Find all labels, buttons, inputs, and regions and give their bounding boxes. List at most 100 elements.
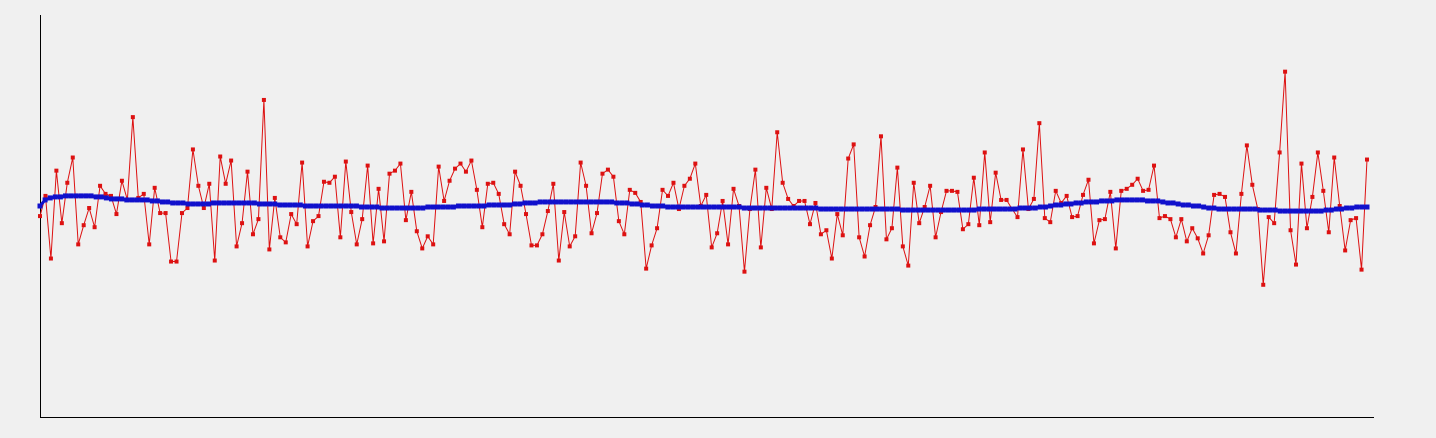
- data-point: [201, 206, 206, 211]
- data-point: [442, 198, 447, 203]
- data-point: [619, 200, 625, 206]
- data-point: [245, 169, 250, 174]
- data-point: [103, 195, 109, 201]
- data-point: [359, 204, 365, 210]
- data-point: [134, 197, 140, 203]
- data-point: [98, 194, 104, 200]
- data-point: [1099, 198, 1105, 204]
- data-point: [961, 207, 967, 213]
- data-point: [945, 207, 951, 213]
- data-point: [261, 97, 266, 102]
- data-point: [394, 205, 400, 211]
- data-point: [196, 183, 201, 188]
- data-point: [792, 205, 798, 211]
- data-point: [305, 244, 310, 249]
- data-point: [1037, 121, 1042, 126]
- data-point: [1139, 197, 1145, 203]
- data-point: [365, 163, 370, 168]
- data-point: [589, 231, 594, 236]
- data-point: [588, 199, 594, 205]
- data-point: [803, 205, 809, 211]
- data-point: [611, 174, 616, 179]
- data-point: [371, 241, 376, 246]
- data-point: [474, 187, 479, 192]
- data-point: [1007, 206, 1013, 212]
- data-point: [772, 205, 778, 211]
- data-point: [297, 202, 303, 208]
- data-point: [302, 203, 308, 209]
- data-point: [1282, 208, 1288, 214]
- data-point: [600, 171, 605, 176]
- data-point: [537, 199, 543, 205]
- data-point: [685, 204, 691, 210]
- data-point: [513, 169, 518, 174]
- data-point: [114, 196, 120, 202]
- data-point: [165, 199, 171, 205]
- data-point: [1170, 200, 1176, 206]
- data-point: [813, 200, 818, 205]
- data-point: [414, 229, 419, 234]
- data-point: [1180, 202, 1186, 208]
- data-point: [1091, 241, 1096, 246]
- data-point: [1252, 206, 1258, 212]
- data-point: [1217, 191, 1222, 196]
- data-point: [690, 204, 696, 210]
- data-point: [584, 183, 589, 188]
- data-point: [532, 200, 538, 206]
- data-point: [1236, 206, 1242, 212]
- data-point: [234, 244, 239, 249]
- data-point: [485, 181, 490, 186]
- data-point: [1216, 206, 1222, 212]
- data-point: [682, 183, 687, 188]
- data-point: [1343, 248, 1348, 253]
- data-point: [458, 161, 463, 166]
- data-point: [777, 205, 783, 211]
- data-point: [353, 203, 359, 209]
- data-point: [982, 150, 987, 155]
- data-point: [1267, 207, 1273, 213]
- data-point: [633, 190, 638, 195]
- data-point: [333, 203, 339, 209]
- data-point: [1064, 193, 1069, 198]
- data-point: [849, 206, 855, 212]
- data-point: [1313, 208, 1319, 214]
- data-point: [409, 189, 414, 194]
- data-point: [741, 205, 747, 211]
- data-point: [1160, 199, 1166, 205]
- data-point: [1042, 204, 1048, 210]
- data-point: [410, 205, 416, 211]
- data-point: [879, 206, 885, 212]
- data-point: [813, 205, 819, 211]
- data-point: [491, 202, 497, 208]
- data-point: [1155, 198, 1161, 204]
- data-point: [1261, 282, 1266, 287]
- data-point: [1359, 267, 1364, 272]
- data-point: [709, 245, 714, 250]
- data-point: [1354, 216, 1359, 221]
- data-point: [598, 199, 604, 205]
- data-point: [1104, 198, 1110, 204]
- data-point: [568, 199, 574, 205]
- data-point: [1190, 203, 1196, 209]
- data-point: [862, 254, 867, 259]
- data-point: [476, 203, 482, 209]
- data-point: [256, 201, 262, 207]
- data-point: [818, 232, 823, 237]
- data-point: [545, 209, 550, 214]
- data-point: [236, 200, 242, 206]
- data-point: [512, 201, 518, 207]
- data-point: [52, 194, 58, 200]
- data-point: [287, 202, 293, 208]
- data-point: [782, 205, 788, 211]
- data-point: [518, 183, 523, 188]
- data-point: [780, 180, 785, 185]
- data-point: [1097, 218, 1102, 223]
- data-point: [420, 205, 426, 211]
- data-point: [154, 198, 160, 204]
- data-point: [332, 174, 337, 179]
- data-point: [195, 201, 201, 207]
- data-point: [542, 199, 548, 205]
- data-point: [453, 166, 458, 171]
- data-point: [1152, 163, 1157, 168]
- data-point: [1032, 205, 1038, 211]
